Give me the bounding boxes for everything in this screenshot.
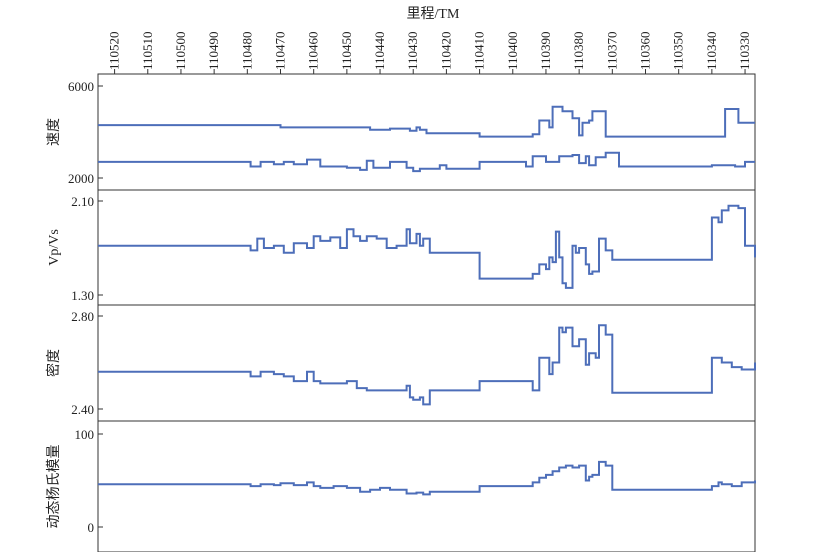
- y-tick-label: 1.30: [71, 288, 94, 303]
- series-line-modulus-1: [98, 460, 756, 496]
- y-tick-label: 2000: [68, 171, 94, 186]
- y-tick-label: 100: [75, 427, 95, 442]
- x-tick-label: 110430: [405, 31, 420, 70]
- panel-velocity: 6000 2000 速度: [46, 73, 756, 191]
- y-axis-label: 动态杨氏模量: [46, 445, 62, 529]
- x-tick-label: 110350: [671, 31, 686, 70]
- y-tick-label: 2.10: [71, 194, 94, 209]
- series-line-velocity-2: [98, 151, 755, 173]
- series-line-velocity-1: [98, 105, 755, 138]
- x-tick-label: 110340: [704, 31, 719, 70]
- x-tick-label: 110400: [505, 31, 520, 70]
- x-tick-group: 110520 110510 110500 110490 110480 110470 1104…: [98, 31, 755, 75]
- x-tick-label: 110480: [239, 31, 254, 70]
- y-axis-label: 密度: [45, 349, 62, 377]
- y-tick-label: 2.40: [71, 402, 94, 417]
- x-tick-label: 110370: [604, 31, 619, 70]
- x-axis-top: 里程/TM 110520 110510 110500 110490 110480 1104…: [98, 6, 755, 75]
- x-tick-label: 110520: [107, 31, 122, 70]
- x-axis-label: 里程/TM: [407, 6, 460, 22]
- y-axis-label: Vp/Vs: [47, 229, 62, 266]
- panel-density: 2.80 2.40 密度: [45, 304, 756, 422]
- panel-frame: [97, 189, 756, 306]
- panel-modulus: 100 0 动态杨氏模量: [46, 420, 756, 552]
- series-line-vpvs-1: [98, 204, 756, 289]
- y-tick-label: 2.80: [71, 309, 94, 324]
- panel-frame: [97, 420, 756, 552]
- panel-vpvs: 2.10 1.30 Vp/Vs: [47, 189, 756, 306]
- x-tick-label: 110410: [472, 31, 487, 70]
- x-tick-label: 110420: [438, 31, 453, 70]
- x-tick-label: 110510: [140, 31, 155, 70]
- x-tick-label: 110470: [273, 31, 288, 70]
- x-tick-label: 110440: [372, 31, 387, 70]
- series-line-density-1: [98, 324, 756, 406]
- x-tick-label: 110500: [173, 31, 188, 70]
- x-tick-label: 110380: [571, 31, 586, 70]
- x-tick-label: 110490: [206, 31, 221, 70]
- x-tick-label: 110390: [538, 31, 553, 70]
- x-tick-label: 110360: [638, 31, 653, 70]
- x-tick-label: 110460: [306, 31, 321, 70]
- y-tick-label: 0: [88, 520, 95, 535]
- x-tick-label: 110450: [339, 31, 354, 70]
- panels: 6000 2000 速度 2.10 1.30 Vp/Vs 2.80 2.40 密度 100 0 动态杨…: [45, 73, 756, 552]
- x-tick-label: 110330: [737, 31, 752, 70]
- y-axis-label: 速度: [46, 118, 62, 146]
- y-tick-label: 6000: [68, 79, 94, 94]
